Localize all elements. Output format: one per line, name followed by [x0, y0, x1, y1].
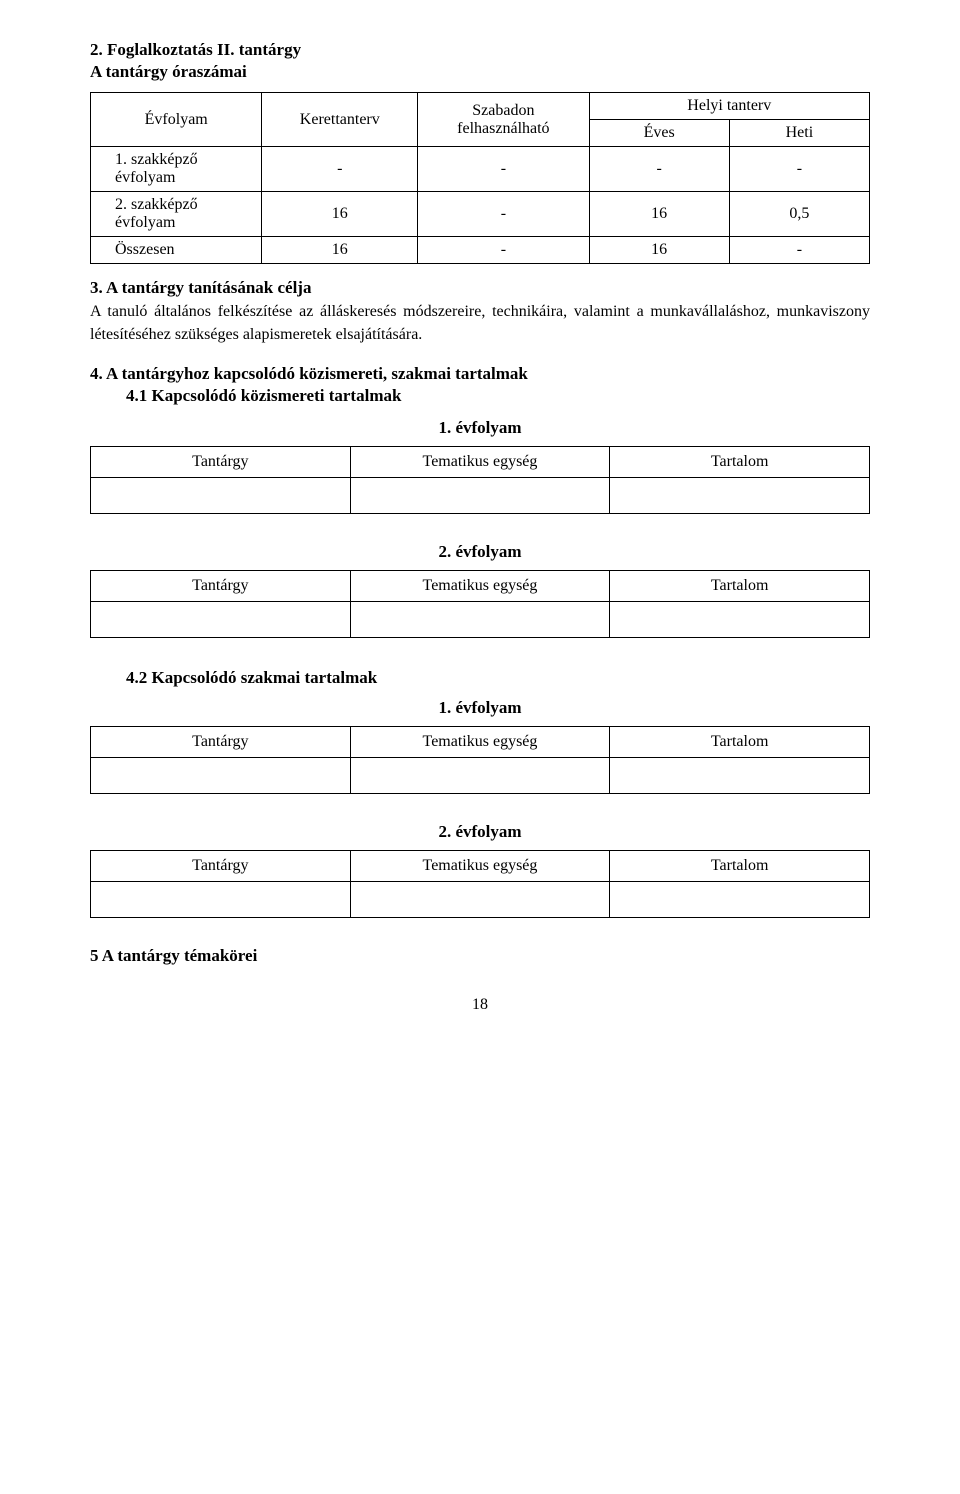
- section-5-title: 5 A tantárgy témakörei: [90, 946, 870, 966]
- row-1-c1: -: [262, 147, 418, 192]
- th-evfolyam: Évfolyam: [91, 93, 262, 147]
- row-total-c1: 16: [262, 237, 418, 264]
- table-42-grade1: Tantárgy Tematikus egység Tartalom: [90, 726, 870, 794]
- row-2-c3: 16: [589, 192, 729, 237]
- col-tantargy: Tantárgy: [91, 851, 351, 882]
- section-2-title: 2. Foglalkoztatás II. tantárgy: [90, 40, 870, 60]
- blank-cell: [350, 478, 610, 514]
- blank-cell: [610, 478, 870, 514]
- section-4-2-title: 4.2 Kapcsolódó szakmai tartalmak: [126, 668, 870, 688]
- row-1-c4: -: [729, 147, 869, 192]
- col-tematikus: Tematikus egység: [350, 447, 610, 478]
- row-2-text: szakképző évfolyam: [115, 196, 198, 231]
- row-2-c4: 0,5: [729, 192, 869, 237]
- th-kerettanterv: Kerettanterv: [262, 93, 418, 147]
- grade-1-heading-a: 1. évfolyam: [90, 418, 870, 438]
- row-2-c2: -: [418, 192, 589, 237]
- row-1-num: 1.: [115, 151, 127, 168]
- row-2-num: 2.: [115, 196, 127, 213]
- th-heti: Heti: [729, 120, 869, 147]
- blank-cell: [610, 758, 870, 794]
- col-tematikus: Tematikus egység: [350, 851, 610, 882]
- blank-cell: [350, 602, 610, 638]
- blank-cell: [350, 882, 610, 918]
- col-tantargy: Tantárgy: [91, 727, 351, 758]
- row-1-label: 1. szakképző évfolyam: [91, 147, 262, 192]
- row-total-label: Összesen: [91, 237, 262, 264]
- col-tematikus: Tematikus egység: [350, 727, 610, 758]
- col-tartalom: Tartalom: [610, 447, 870, 478]
- section-4-1-title: 4.1 Kapcsolódó közismereti tartalmak: [126, 386, 870, 406]
- grade-2-heading-a: 2. évfolyam: [90, 542, 870, 562]
- th-szabadon: Szabadon felhasználható: [418, 93, 589, 147]
- col-tantargy: Tantárgy: [91, 447, 351, 478]
- blank-cell: [91, 758, 351, 794]
- row-1-c3: -: [589, 147, 729, 192]
- row-2-label: 2. szakképző évfolyam: [91, 192, 262, 237]
- col-tantargy: Tantárgy: [91, 571, 351, 602]
- section-2-subtitle: A tantárgy óraszámai: [90, 62, 870, 82]
- grade-1-heading-b: 1. évfolyam: [90, 698, 870, 718]
- row-1-c2: -: [418, 147, 589, 192]
- blank-cell: [91, 478, 351, 514]
- blank-cell: [91, 602, 351, 638]
- col-tartalom: Tartalom: [610, 571, 870, 602]
- th-eves: Éves: [589, 120, 729, 147]
- col-tematikus: Tematikus egység: [350, 571, 610, 602]
- row-total-c4: -: [729, 237, 869, 264]
- grade-2-heading-b: 2. évfolyam: [90, 822, 870, 842]
- page-number: 18: [90, 996, 870, 1014]
- section-4-title: 4. A tantárgyhoz kapcsolódó közismereti,…: [90, 364, 870, 384]
- th-helyi: Helyi tanterv: [589, 93, 869, 120]
- blank-cell: [350, 758, 610, 794]
- blank-cell: [610, 882, 870, 918]
- section-3-paragraph: A tanuló általános felkészítése az állás…: [90, 300, 870, 346]
- table-41-grade1: Tantárgy Tematikus egység Tartalom: [90, 446, 870, 514]
- hours-table: Évfolyam Kerettanterv Szabadon felhaszná…: [90, 92, 870, 264]
- section-3-title: 3. A tantárgy tanításának célja: [90, 278, 870, 298]
- col-tartalom: Tartalom: [610, 727, 870, 758]
- col-tartalom: Tartalom: [610, 851, 870, 882]
- table-41-grade2: Tantárgy Tematikus egység Tartalom: [90, 570, 870, 638]
- blank-cell: [610, 602, 870, 638]
- blank-cell: [91, 882, 351, 918]
- table-42-grade2: Tantárgy Tematikus egység Tartalom: [90, 850, 870, 918]
- row-total-c3: 16: [589, 237, 729, 264]
- row-1-text: szakképző évfolyam: [115, 151, 198, 186]
- row-total-c2: -: [418, 237, 589, 264]
- row-2-c1: 16: [262, 192, 418, 237]
